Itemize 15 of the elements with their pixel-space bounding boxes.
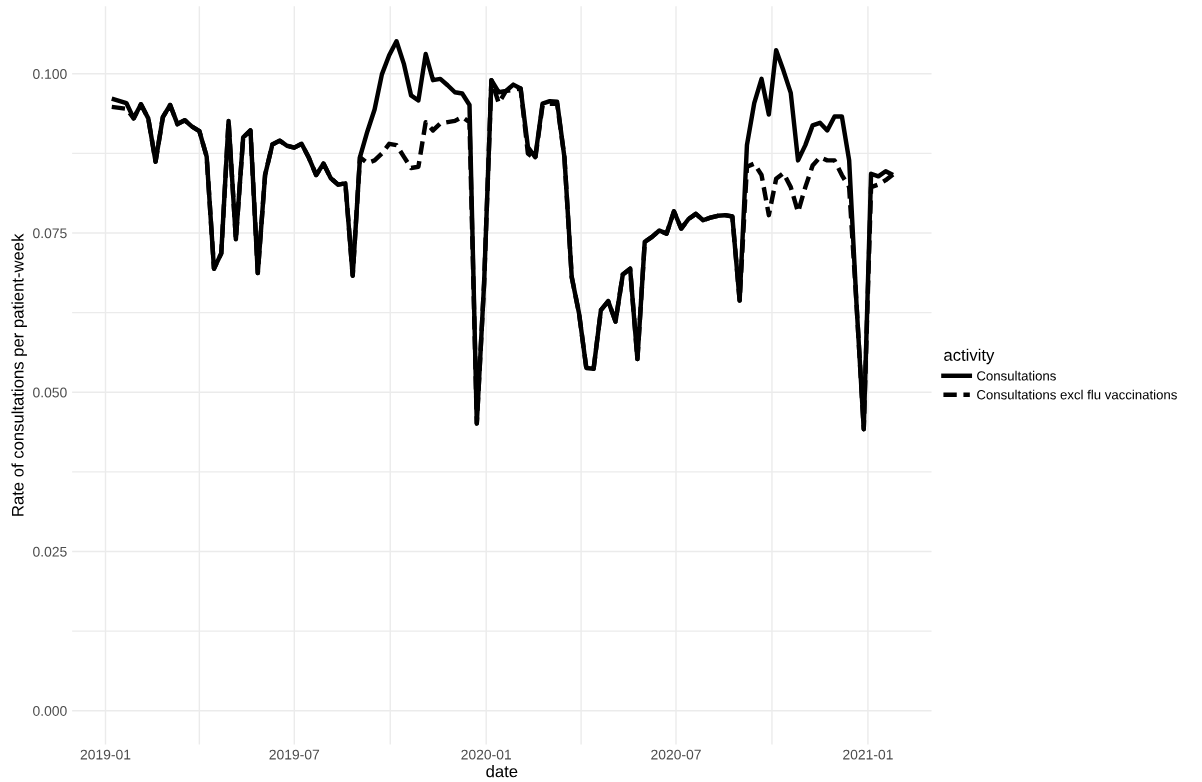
x-tick-label: 2021-01: [843, 749, 893, 760]
y-tick-label: 0.100: [33, 69, 67, 79]
y-tick-label: 0.050: [33, 387, 67, 398]
x-tick-label: 2019-07: [269, 749, 320, 760]
legend-label: Consultations: [977, 370, 1056, 381]
x-tick-label: 2019-01: [80, 749, 131, 760]
legend-label: Consultations excl flu vaccinations: [977, 389, 1177, 400]
x-axis-title: date: [486, 765, 518, 778]
y-tick-label: 0.075: [33, 228, 67, 239]
y-tick-label: 0.025: [33, 546, 67, 557]
x-tick-label: 2020-07: [651, 749, 701, 760]
y-axis-title: Rate of consultations per patient-week: [11, 233, 27, 516]
legend-title: activity: [944, 348, 995, 365]
x-tick-label: 2020-01: [461, 749, 511, 760]
y-tick-label: 0.000: [33, 706, 67, 716]
